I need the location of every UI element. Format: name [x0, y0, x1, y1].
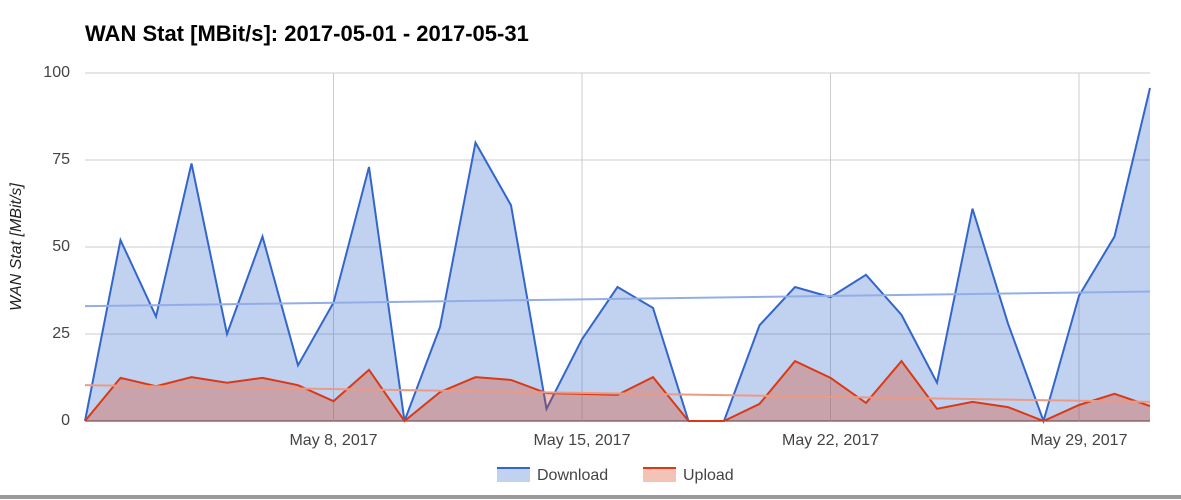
x-tick-label: May 29, 2017	[1031, 432, 1128, 449]
y-axis-title: WAN Stat [MBit/s]	[8, 183, 25, 311]
legend-label: Upload	[683, 467, 734, 484]
area	[85, 87, 1150, 422]
y-tick-label: 25	[52, 325, 70, 342]
y-tick-label: 50	[52, 238, 70, 255]
trendline	[84, 384, 1151, 403]
legend-swatch	[643, 468, 676, 482]
y-tick-label: 100	[43, 64, 70, 81]
x-tick-label: May 15, 2017	[534, 432, 631, 449]
line	[84, 359, 1151, 423]
legend-label: Download	[537, 467, 608, 484]
line	[84, 87, 1151, 425]
x-tick-label: May 22, 2017	[782, 432, 879, 449]
chart-title: WAN Stat [MBit/s]: 2017-05-01 - 2017-05-…	[85, 21, 529, 46]
area	[85, 361, 1150, 421]
legend-swatch	[497, 468, 530, 482]
x-tick-label: May 8, 2017	[289, 432, 377, 449]
trendline	[84, 290, 1151, 308]
y-tick-label: 0	[61, 412, 70, 429]
y-tick-label: 75	[52, 151, 70, 168]
